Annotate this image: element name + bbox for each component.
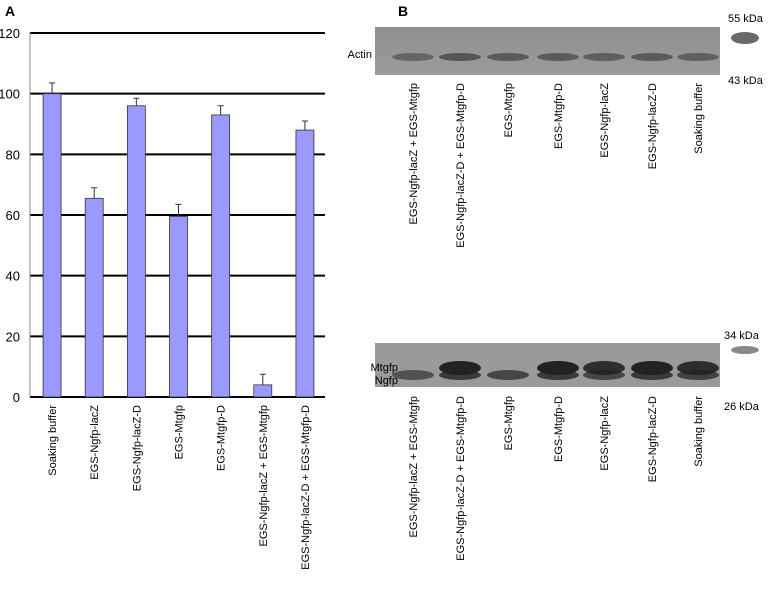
y-tick-label: 40 (6, 269, 20, 284)
marker-label: 34 kDa (724, 330, 760, 342)
lane-label: EGS-Mtgfp (503, 396, 515, 450)
marker-label: 43 kDa (728, 75, 764, 87)
panel-label: B (398, 3, 408, 19)
x-tick-label: EGS-Ngfp-lacZ + EGS-Mtgfp (258, 405, 270, 547)
lane-label: EGS-Ngfp-lacZ-D + EGS-Mtgfp-D (455, 83, 467, 248)
band (439, 53, 481, 61)
x-tick-label: EGS-Mtgfp (174, 405, 186, 459)
bar (253, 384, 273, 398)
lane-label: EGS-Ngfp-lacZ-D + EGS-Mtgfp-D (455, 396, 467, 561)
x-tick-label: Soaking buffer (47, 405, 59, 476)
band-label: Mtgfp (370, 362, 398, 374)
bar (211, 114, 231, 398)
marker-band (731, 346, 759, 354)
band (392, 53, 434, 61)
bar (295, 129, 315, 398)
band (487, 370, 529, 380)
band (487, 53, 529, 61)
y-tick-label: 60 (6, 208, 20, 223)
error-bar (91, 187, 98, 199)
bar (84, 197, 104, 398)
band (677, 53, 719, 61)
bar (169, 216, 188, 398)
lane-label: EGS-Ngfp-lacZ (599, 396, 611, 471)
lane-label: EGS-Mtgfp-D (553, 83, 565, 149)
y-tick-label: 20 (6, 329, 20, 344)
error-bar (259, 373, 266, 385)
blot-actin (375, 27, 720, 75)
marker-label: 55 kDa (728, 13, 764, 25)
x-tick-label: EGS-Ngfp-lacZ-D (131, 405, 143, 491)
x-tick-label: EGS-Mtgfp-D (216, 405, 228, 471)
error-bar (49, 82, 56, 94)
lane-label: EGS-Ngfp-lacZ (599, 83, 611, 158)
band (439, 370, 481, 380)
band (631, 53, 673, 61)
y-tick-label: 80 (6, 147, 20, 162)
marker-label: 26 kDa (724, 401, 760, 413)
error-bar (217, 105, 224, 115)
lane-label: EGS-Mtgfp-D (553, 396, 565, 462)
lane-label: EGS-Ngfp-lacZ + EGS-Mtgfp (408, 83, 420, 225)
error-bar (133, 97, 140, 106)
bar (42, 93, 62, 398)
lane-label: EGS-Ngfp-lacZ-D (647, 83, 659, 169)
band (583, 53, 625, 61)
lane-label: EGS-Ngfp-lacZ + EGS-Mtgfp (408, 396, 420, 538)
marker-band (731, 32, 759, 44)
band (677, 370, 719, 380)
x-tick-label: EGS-Ngfp-lacZ (89, 405, 101, 480)
x-tick-label: EGS-Ngfp-lacZ-D + EGS-Mtgfp-D (300, 405, 312, 570)
band-label: Ngfp (375, 375, 398, 387)
panel-label: A (5, 3, 15, 19)
error-bar (301, 120, 308, 131)
band (631, 370, 673, 380)
lane-label: Soaking buffer (693, 83, 705, 154)
y-tick-label: 100 (0, 87, 20, 102)
bar (126, 105, 146, 398)
band (537, 53, 579, 61)
lane-label: Soaking buffer (693, 396, 705, 467)
lane-label: EGS-Ngfp-lacZ-D (647, 396, 659, 482)
band (537, 370, 579, 380)
band (583, 370, 625, 380)
y-tick-label: 0 (13, 390, 20, 405)
lane-label: EGS-Mtgfp (503, 83, 515, 137)
error-bar (175, 203, 182, 217)
band-label: Actin (348, 49, 372, 61)
y-tick-label: 120 (0, 26, 20, 41)
band (392, 370, 434, 380)
